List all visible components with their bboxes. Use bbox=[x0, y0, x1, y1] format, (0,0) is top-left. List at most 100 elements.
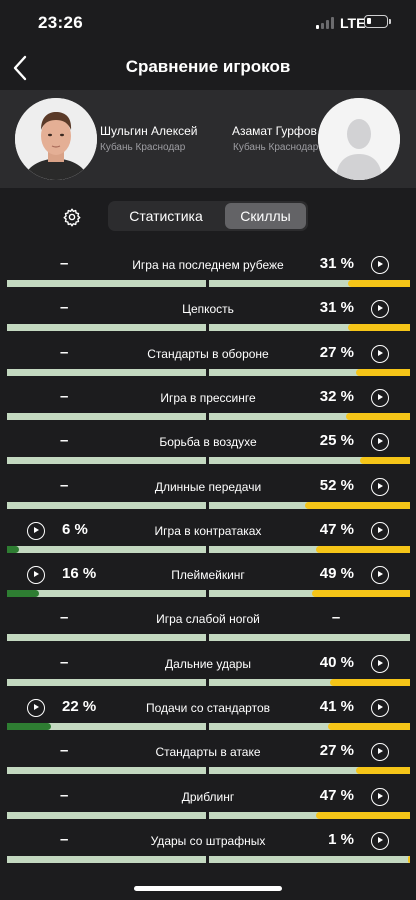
skill-row: – Стандарты в обороне 27 % bbox=[0, 333, 416, 377]
skill-bar-right bbox=[209, 501, 410, 509]
skill-bar-left-fill bbox=[7, 545, 19, 553]
skill-bar-left bbox=[7, 501, 206, 509]
skill-value-left: – bbox=[60, 343, 69, 361]
play-video-right-icon[interactable] bbox=[371, 831, 389, 850]
play-video-right-icon[interactable] bbox=[371, 344, 389, 363]
tabs-row: Статистика Скиллы bbox=[0, 188, 416, 244]
view-segmented-control: Статистика Скиллы bbox=[108, 201, 308, 231]
home-indicator bbox=[134, 886, 282, 891]
skill-bar-right bbox=[209, 678, 410, 686]
skill-value-right: 47 % bbox=[319, 786, 354, 804]
skill-label: Игра на последнем рубеже bbox=[132, 258, 284, 272]
back-button[interactable] bbox=[8, 50, 44, 86]
skill-bar-right bbox=[209, 723, 410, 730]
skill-label: Игра в прессинге bbox=[160, 390, 256, 405]
play-video-right-icon[interactable] bbox=[371, 477, 389, 496]
skill-bar-left-fill bbox=[7, 723, 51, 730]
player-right-name: Азамат Гурфов bbox=[232, 124, 317, 138]
play-video-right-icon[interactable] bbox=[371, 654, 389, 673]
skill-value-right: 52 % bbox=[319, 476, 354, 494]
skill-bar-left bbox=[7, 855, 206, 863]
play-video-right-icon[interactable] bbox=[371, 699, 389, 717]
play-video-right-icon[interactable] bbox=[371, 566, 389, 585]
play-video-right-icon[interactable] bbox=[371, 787, 389, 806]
tab-statistics[interactable]: Статистика bbox=[129, 208, 203, 224]
skill-bar-left bbox=[7, 457, 206, 465]
skill-bar-right-fill bbox=[345, 412, 410, 420]
skill-value-right: 31 % bbox=[319, 299, 354, 317]
skill-label: Цепкость bbox=[182, 302, 234, 317]
player-left-name: Шульгин Алексей bbox=[100, 124, 198, 138]
skill-bar-right bbox=[209, 855, 410, 863]
play-video-left-icon[interactable] bbox=[27, 699, 45, 717]
player-left-avatar[interactable] bbox=[15, 98, 97, 180]
play-video-right-icon[interactable] bbox=[371, 743, 389, 762]
player-right-team: Кубань Краснодар bbox=[233, 142, 319, 153]
skill-row: – Борьба в воздухе 25 % bbox=[0, 421, 416, 465]
skill-value-right: 27 % bbox=[319, 742, 354, 760]
skill-value-right: 41 % bbox=[319, 698, 354, 715]
skill-bar-right bbox=[209, 412, 410, 420]
play-video-right-icon[interactable] bbox=[371, 300, 389, 319]
skill-value-right: 40 % bbox=[319, 653, 354, 671]
person-placeholder-icon bbox=[318, 98, 400, 180]
play-video-right-icon[interactable] bbox=[371, 521, 389, 540]
gear-icon bbox=[63, 208, 81, 227]
skill-bar-right bbox=[209, 811, 410, 819]
skill-row: – Дриблинг 47 % bbox=[0, 776, 416, 820]
skill-bar-left bbox=[7, 412, 206, 420]
play-video-right-icon[interactable] bbox=[371, 256, 389, 274]
skill-bar-right-fill bbox=[327, 723, 410, 730]
skill-bar-right bbox=[209, 457, 410, 465]
skill-label: Игра в контратаках bbox=[154, 523, 262, 538]
skill-bar-right bbox=[209, 324, 410, 332]
skill-bar-right-fill bbox=[355, 767, 410, 775]
signal-icon bbox=[316, 17, 336, 29]
skill-bar-left bbox=[7, 723, 206, 730]
skill-label: Борьба в воздухе bbox=[159, 435, 257, 450]
skill-bar-left bbox=[7, 590, 206, 598]
skill-bar-left bbox=[7, 634, 206, 642]
skill-row: 6 % Игра в контратаках 47 % bbox=[0, 510, 416, 554]
skill-value-right: 49 % bbox=[319, 565, 354, 583]
skill-value-left: – bbox=[60, 609, 69, 627]
play-video-left-icon[interactable] bbox=[27, 521, 45, 540]
skill-bar-right bbox=[209, 368, 410, 376]
skill-bar-left bbox=[7, 280, 206, 287]
skill-bar-right-fill bbox=[315, 545, 410, 553]
skill-label: Дальние удары bbox=[165, 656, 251, 671]
skill-value-left: – bbox=[60, 387, 69, 405]
skill-label: Стандарты в обороне bbox=[147, 346, 269, 361]
skill-bar-right-fill bbox=[359, 457, 410, 465]
skill-label: Подачи со стандартов bbox=[145, 701, 271, 715]
player-left-team: Кубань Краснодар bbox=[100, 142, 186, 153]
skill-bar-left-fill bbox=[7, 590, 39, 598]
skill-row: – Цепкость 31 % bbox=[0, 288, 416, 332]
play-video-right-icon[interactable] bbox=[371, 388, 389, 407]
skill-value-left: – bbox=[60, 476, 69, 494]
skill-value-left: – bbox=[60, 742, 69, 760]
skill-bar-right bbox=[209, 545, 410, 553]
skill-label: Игра слабой ногой bbox=[156, 612, 260, 627]
settings-button[interactable] bbox=[62, 207, 82, 227]
skill-label: Плеймейкинг bbox=[171, 568, 245, 583]
status-bar: 23:26 LTE bbox=[0, 0, 416, 46]
tab-skills[interactable]: Скиллы bbox=[225, 203, 306, 229]
skill-value-right: 47 % bbox=[319, 520, 354, 538]
skill-row: – Игра на последнем рубеже 31 % bbox=[0, 244, 416, 288]
skill-bar-right-fill bbox=[347, 324, 410, 332]
skill-value-right: 31 % bbox=[319, 255, 354, 272]
skill-value-left: – bbox=[60, 432, 69, 450]
skill-row: – Игра в прессинге 32 % bbox=[0, 377, 416, 421]
chevron-left-icon bbox=[13, 55, 27, 81]
skill-bar-right-fill bbox=[347, 280, 410, 287]
skill-bar-left bbox=[7, 324, 206, 332]
skill-value-left: 16 % bbox=[62, 565, 97, 583]
players-header: Шульгин Алексей Кубань Краснодар Азамат … bbox=[0, 90, 416, 188]
play-video-right-icon[interactable] bbox=[371, 433, 389, 452]
player-right-avatar[interactable] bbox=[318, 98, 400, 180]
play-video-left-icon[interactable] bbox=[27, 566, 45, 585]
skill-value-right: 27 % bbox=[319, 343, 354, 361]
status-time: 23:26 bbox=[38, 13, 83, 32]
skill-bar-right bbox=[209, 280, 410, 287]
